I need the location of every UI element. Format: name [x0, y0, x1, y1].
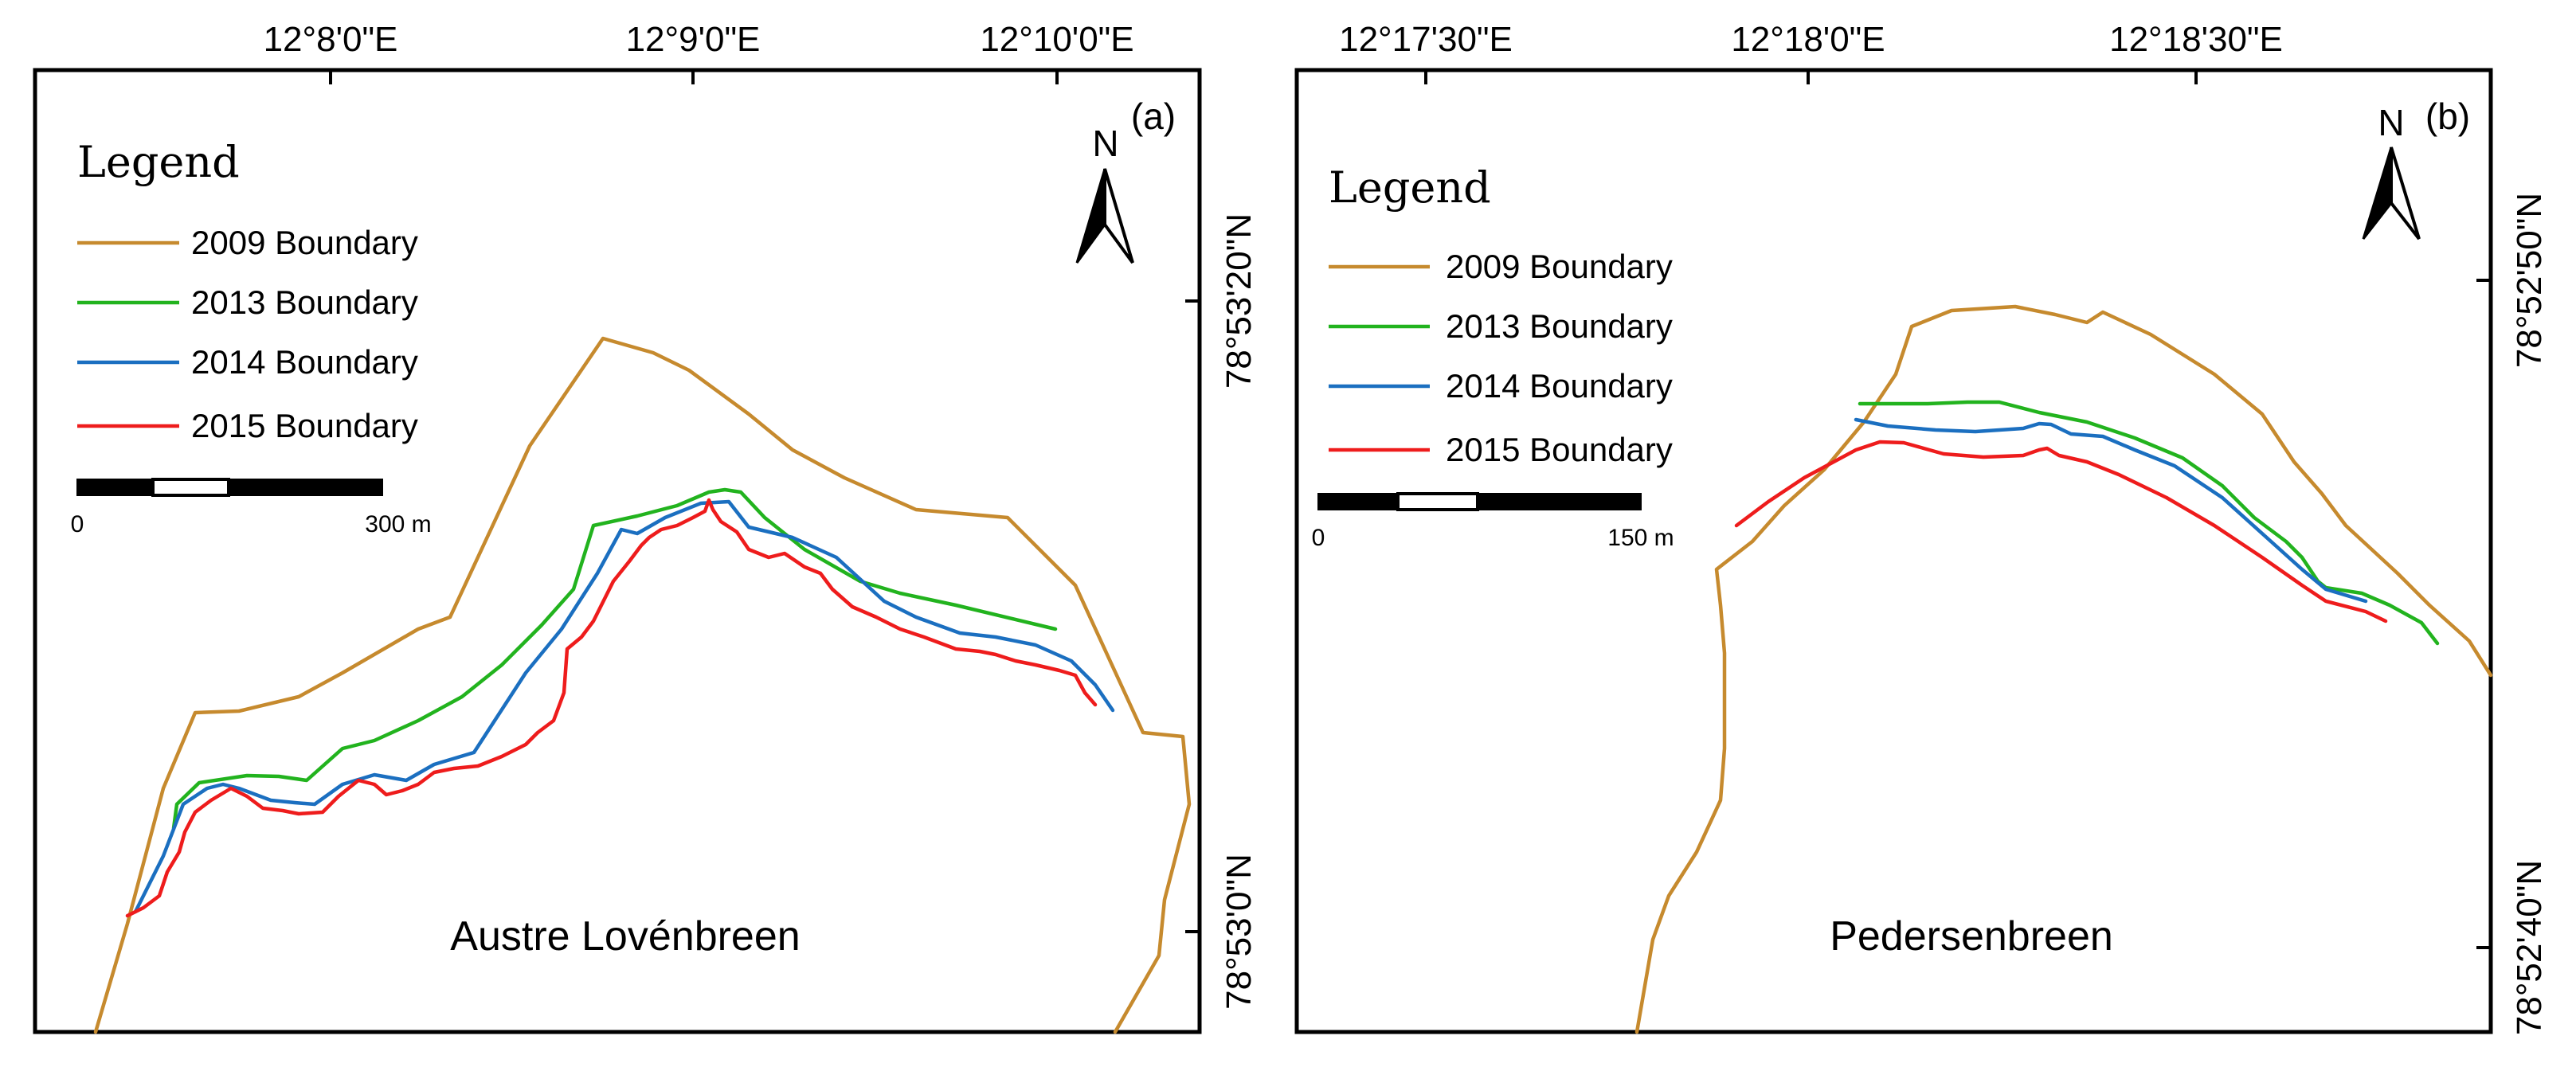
- panel-b-north-arrow-left-icon: [2362, 147, 2393, 240]
- panel-a-top-tick-label-3: 12°10'0"E: [980, 20, 1133, 59]
- panel-a-boundary-2013: [171, 487, 1058, 831]
- panel-b-tag: (b): [2425, 96, 2470, 137]
- panel-a-scale-seg-3: [228, 479, 383, 496]
- panel-b-scale-seg-2: [1396, 492, 1479, 511]
- panel-b-frame: [1294, 68, 2493, 1034]
- panel-b-scale-bar: 0 150 m: [1312, 492, 1674, 551]
- panel-a-tag: (a): [1131, 96, 1176, 137]
- panel-b-legend-label-2015: 2015 Boundary: [1446, 431, 1673, 468]
- panel-a-scale-seg-2: [151, 478, 230, 497]
- panel-a-north-arrow-right-icon: [1103, 168, 1134, 264]
- panel-a-north-label: N: [1092, 123, 1118, 164]
- panel-b-right-tick-label-1: 78°52'50"N: [2510, 193, 2549, 368]
- panel-b-legend-title: Legend: [1329, 162, 1491, 213]
- panel-a-frame: [33, 68, 1202, 1034]
- panel-a-legend-label-2009: 2009 Boundary: [191, 224, 418, 261]
- panel-b-legend-label-2009: 2009 Boundary: [1446, 248, 1673, 285]
- panel-a-right-tick-label-2: 78°53'0"N: [1219, 854, 1259, 1010]
- panel-a-scale-bar: 0 300 m: [71, 478, 432, 537]
- panel-b-boundary-2015: [1734, 440, 2388, 623]
- panel-b: 12°17'30"E 12°18'0"E 12°18'30"E 78°52'50…: [1294, 20, 2549, 1035]
- panel-b-north-arrow-right-icon: [2390, 147, 2421, 240]
- panel-a-glacier-name: Austre Lovénbreen: [450, 913, 800, 960]
- panel-b-glacier-name: Pedersenbreen: [1830, 913, 2113, 960]
- panel-a-boundary-2015: [125, 498, 1098, 918]
- panel-b-north-arrow: N: [2362, 102, 2421, 240]
- panel-a-right-tick-label-1: 78°53'20"N: [1219, 213, 1259, 389]
- panel-b-right-tick-label-2: 78°52'40"N: [2510, 860, 2549, 1035]
- panel-b-scale-seg-1: [1317, 493, 1399, 510]
- panel-b-legend-label-2013: 2013 Boundary: [1446, 307, 1673, 345]
- panel-a-boundary-2014: [133, 499, 1115, 914]
- panel-b-top-tick-label-2: 12°18'0"E: [1731, 20, 1885, 59]
- panel-a-north-arrow: N: [1075, 123, 1134, 264]
- panel-b-scale-seg-3: [1477, 493, 1642, 510]
- panel-b-boundary-2009: [1634, 304, 2493, 1034]
- panel-b-scale-end: 150 m: [1607, 525, 1674, 551]
- panel-a-scale-start: 0: [71, 511, 84, 537]
- panel-b-legend: Legend 2009 Boundary 2013 Boundary 2014 …: [1329, 162, 1673, 468]
- panel-b-boundary-2014: [1854, 417, 2368, 604]
- panel-a-top-tick-label-1: 12°8'0"E: [264, 20, 398, 59]
- panel-a: 12°8'0"E 12°9'0"E 12°10'0"E 78°53'20"N 7…: [33, 20, 1259, 1034]
- panel-b-boundary-2013: [1858, 400, 2440, 646]
- panel-a-legend-title: Legend: [77, 137, 240, 187]
- panel-a-scale-seg-1: [76, 479, 154, 496]
- panel-a-north-arrow-left-icon: [1075, 168, 1106, 264]
- panel-a-legend-label-2015: 2015 Boundary: [191, 407, 418, 444]
- panel-b-scale-start: 0: [1312, 525, 1325, 551]
- panel-b-north-label: N: [2378, 102, 2404, 143]
- panel-b-top-tick-label-1: 12°17'30"E: [1339, 20, 1513, 59]
- panel-a-scale-end: 300 m: [365, 511, 431, 537]
- panel-a-legend-label-2013: 2013 Boundary: [191, 283, 418, 321]
- panel-b-top-tick-label-3: 12°18'30"E: [2109, 20, 2283, 59]
- panel-a-top-tick-label-2: 12°9'0"E: [626, 20, 761, 59]
- panel-a-boundary-2009: [93, 336, 1192, 1034]
- panel-a-legend-label-2014: 2014 Boundary: [191, 343, 418, 381]
- panel-a-legend: Legend 2009 Boundary 2013 Boundary 2014 …: [77, 137, 418, 444]
- panel-b-legend-label-2014: 2014 Boundary: [1446, 367, 1673, 405]
